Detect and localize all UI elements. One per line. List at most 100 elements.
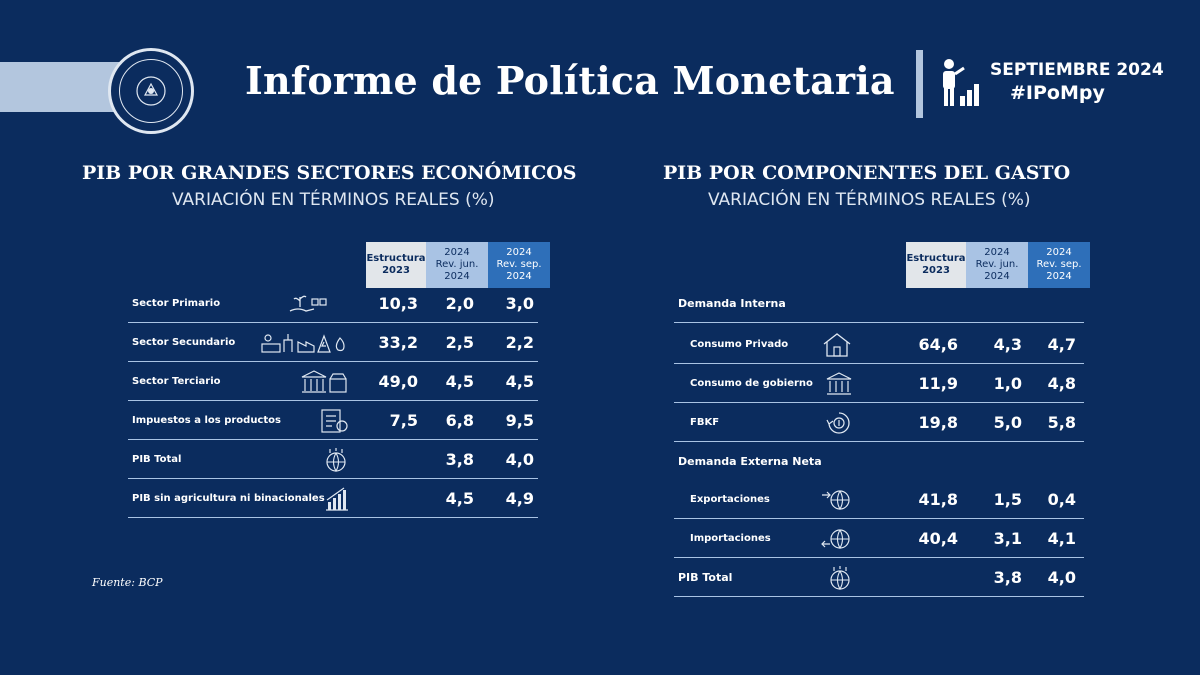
header-accent-band	[0, 62, 120, 112]
col-header-line: 2024	[506, 247, 532, 258]
value-rev-sep: 2,2	[505, 332, 534, 352]
page-title: Informe de Política Monetaria	[245, 58, 895, 103]
table-row: Consumo de gobierno 11,9 1,0 4,8	[674, 364, 1084, 403]
group-label: Demanda Externa Neta	[678, 455, 822, 468]
group-row-demanda-externa: Demanda Externa Neta	[674, 442, 1084, 481]
value-rev-jun: 1,0	[993, 373, 1022, 393]
table-row: Sector Primario 10,3 2,0 3,0	[128, 284, 538, 323]
value-rev-jun: 3,1	[993, 528, 1022, 548]
col-header-line: 2024	[444, 247, 470, 258]
person-chart-icon	[940, 58, 984, 112]
col-header-line: Estructura	[366, 253, 426, 264]
value-estructura: 7,5	[389, 410, 418, 430]
col-header-line: 2024	[1046, 271, 1072, 282]
value-estructura: 40,4	[918, 528, 958, 548]
bank-store-icon	[301, 370, 347, 393]
left-col-header-estructura: Estructura 2023	[366, 242, 426, 288]
table-row: PIB Total 3,8 4,0	[128, 440, 538, 479]
col-header-line: 2024	[1046, 247, 1072, 258]
col-header-line: Rev. jun.	[435, 259, 479, 270]
group-row-demanda-interna: Demanda Interna	[674, 284, 1084, 323]
table-row: Impuestos a los productos 7,5 6,8 9,5	[128, 401, 538, 440]
left-section-title: PIB POR GRANDES SECTORES ECONÓMICOS	[82, 162, 577, 184]
value-rev-sep: 3,0	[505, 293, 534, 313]
col-header-line: Estructura	[906, 253, 966, 264]
row-label: FBKF	[690, 416, 720, 428]
col-header-line: 2024	[984, 271, 1010, 282]
row-label: Exportaciones	[690, 493, 770, 505]
row-label: Sector Secundario	[132, 336, 236, 348]
table-row: Consumo Privado 64,6 4,3 4,7	[674, 325, 1084, 364]
col-header-line: Rev. sep.	[1036, 259, 1082, 270]
value-rev-jun: 2,0	[445, 293, 474, 313]
left-col-header-rev-sep: 2024 Rev. sep. 2024	[488, 242, 550, 288]
header-divider	[916, 50, 923, 118]
right-col-header-rev-sep: 2024 Rev. sep. 2024	[1028, 242, 1090, 288]
value-estructura: 33,2	[378, 332, 418, 352]
table-row: Exportaciones 41,8 1,5 0,4	[674, 480, 1084, 519]
right-section-subtitle: VARIACIÓN EN TÉRMINOS REALES (%)	[708, 190, 1031, 210]
row-label: Importaciones	[690, 532, 771, 544]
row-label: Consumo Privado	[690, 338, 789, 350]
import-globe-icon	[821, 529, 850, 550]
col-header-line: Rev. sep.	[496, 259, 542, 270]
value-estructura: 64,6	[918, 334, 958, 354]
value-rev-jun: 6,8	[445, 410, 474, 430]
value-rev-jun: 4,3	[993, 334, 1022, 354]
value-rev-jun: 3,8	[993, 567, 1022, 587]
value-rev-sep: 4,7	[1047, 334, 1076, 354]
bcp-seal-icon	[108, 48, 194, 134]
source-note: Fuente: BCP	[92, 576, 163, 589]
group-label: Demanda Interna	[678, 296, 786, 310]
col-header-line: 2024	[984, 247, 1010, 258]
tax-document-icon	[321, 409, 348, 433]
report-date: SEPTIEMBRE 2024	[990, 60, 1164, 80]
value-rev-jun: 1,5	[993, 489, 1022, 509]
value-rev-sep: 4,8	[1047, 373, 1076, 393]
row-label: Sector Primario	[132, 297, 221, 309]
row-label: Sector Terciario	[132, 375, 221, 387]
value-rev-sep: 4,0	[1047, 567, 1076, 587]
table-row: PIB sin agricultura ni binacionales 4,5 …	[128, 479, 538, 518]
value-rev-sep: 9,5	[505, 410, 534, 430]
value-estructura: 10,3	[378, 293, 418, 313]
table-row-total: PIB Total 3,8 4,0	[674, 558, 1084, 597]
row-label: Consumo de gobierno	[690, 377, 813, 389]
table-row: FBKF 19,8 5,0 5,8	[674, 403, 1084, 442]
table-row: Importaciones 40,4 3,1 4,1	[674, 519, 1084, 558]
value-rev-sep: 0,4	[1047, 489, 1076, 509]
value-estructura: 11,9	[918, 373, 958, 393]
row-label: PIB Total	[678, 570, 733, 584]
bar-chart-icon	[326, 487, 348, 511]
house-icon	[823, 333, 851, 357]
right-col-header-rev-jun: 2024 Rev. jun. 2024	[966, 242, 1028, 288]
value-estructura: 19,8	[918, 412, 958, 432]
value-rev-sep: 4,9	[505, 488, 534, 508]
value-estructura: 49,0	[378, 371, 418, 391]
left-section-subtitle: VARIACIÓN EN TÉRMINOS REALES (%)	[172, 190, 495, 210]
globe-growth-icon	[830, 566, 850, 591]
value-rev-jun: 5,0	[993, 412, 1022, 432]
value-rev-jun: 2,5	[445, 332, 474, 352]
value-rev-jun: 3,8	[445, 449, 474, 469]
investment-cycle-icon	[826, 412, 850, 434]
value-rev-jun: 4,5	[445, 488, 474, 508]
col-header-line: Rev. jun.	[975, 259, 1019, 270]
right-section-title: PIB POR COMPONENTES DEL GASTO	[663, 162, 1071, 184]
row-label: PIB sin agricultura ni binacionales	[132, 492, 325, 504]
left-col-header-rev-jun: 2024 Rev. jun. 2024	[426, 242, 488, 288]
table-row: Sector Terciario 49,0 4,5 4,5	[128, 362, 538, 401]
value-estructura: 41,8	[918, 489, 958, 509]
value-rev-sep: 5,8	[1047, 412, 1076, 432]
globe-growth-icon	[326, 448, 346, 473]
value-rev-sep: 4,0	[505, 449, 534, 469]
value-rev-sep: 4,5	[505, 371, 534, 391]
government-building-icon	[826, 372, 852, 395]
plant-hand-icon	[289, 295, 327, 312]
export-globe-icon	[822, 490, 850, 511]
col-header-line: 2024	[506, 271, 532, 282]
value-rev-sep: 4,1	[1047, 528, 1076, 548]
industry-icon	[261, 334, 345, 353]
col-header-line: 2023	[382, 265, 410, 276]
value-rev-jun: 4,5	[445, 371, 474, 391]
